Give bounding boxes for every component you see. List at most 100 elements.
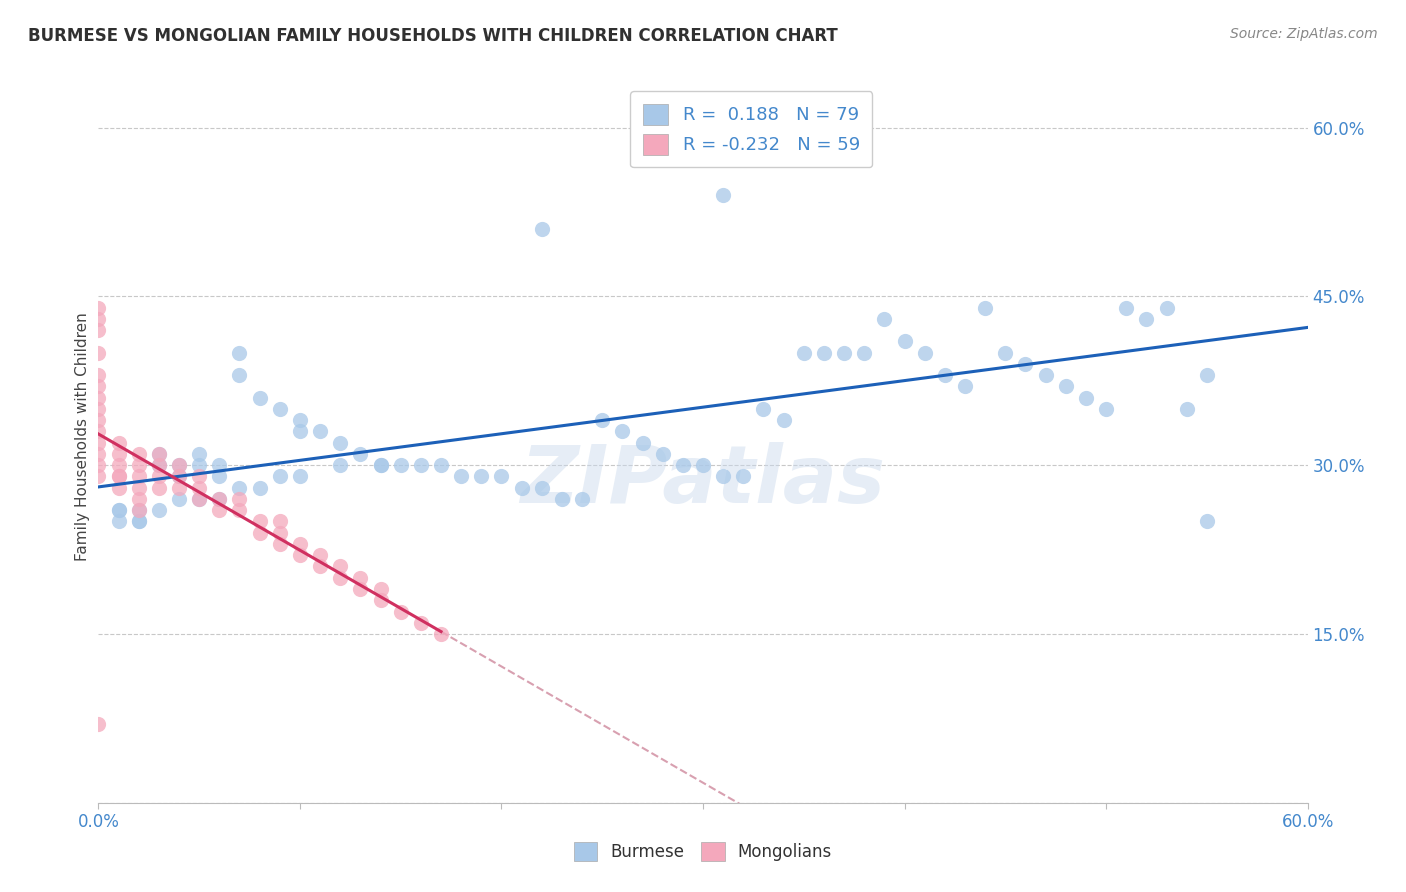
Point	[128, 469, 150, 483]
Point	[128, 481, 150, 495]
Point	[208, 503, 231, 517]
Point	[329, 559, 352, 574]
Point	[128, 503, 150, 517]
Point	[167, 469, 190, 483]
Point	[148, 503, 170, 517]
Point	[1014, 357, 1036, 371]
Point	[711, 188, 734, 202]
Point	[370, 458, 392, 473]
Point	[914, 345, 936, 359]
Point	[953, 379, 976, 393]
Point	[128, 515, 150, 529]
Point	[994, 345, 1017, 359]
Point	[591, 413, 613, 427]
Point	[148, 458, 170, 473]
Point	[530, 222, 553, 236]
Point	[87, 368, 110, 383]
Point	[551, 491, 574, 506]
Point	[631, 435, 654, 450]
Point	[409, 615, 432, 630]
Point	[711, 469, 734, 483]
Point	[148, 447, 170, 461]
Point	[128, 458, 150, 473]
Point	[148, 469, 170, 483]
Point	[188, 469, 211, 483]
Point	[288, 413, 311, 427]
Point	[733, 469, 755, 483]
Point	[288, 548, 311, 562]
Point	[269, 401, 291, 416]
Point	[612, 425, 634, 439]
Point	[128, 503, 150, 517]
Point	[430, 458, 453, 473]
Point	[853, 98, 876, 112]
Point	[1054, 379, 1077, 393]
Point	[107, 469, 129, 483]
Point	[1175, 401, 1198, 416]
Point	[87, 447, 110, 461]
Point	[309, 548, 332, 562]
Point	[288, 537, 311, 551]
Point	[349, 571, 371, 585]
Point	[107, 515, 129, 529]
Point	[1195, 368, 1218, 383]
Point	[87, 323, 110, 337]
Point	[87, 401, 110, 416]
Text: ZIPatlas: ZIPatlas	[520, 442, 886, 520]
Point	[128, 447, 150, 461]
Point	[87, 458, 110, 473]
Point	[1195, 515, 1218, 529]
Point	[1074, 391, 1097, 405]
Point	[87, 435, 110, 450]
Point	[228, 481, 250, 495]
Point	[269, 469, 291, 483]
Point	[269, 515, 291, 529]
Point	[208, 491, 231, 506]
Point	[269, 537, 291, 551]
Point	[893, 334, 915, 349]
Point	[349, 447, 371, 461]
Point	[228, 368, 250, 383]
Point	[370, 582, 392, 596]
Point	[188, 491, 211, 506]
Point	[228, 491, 250, 506]
Point	[1156, 301, 1178, 315]
Point	[329, 435, 352, 450]
Point	[530, 481, 553, 495]
Point	[249, 391, 271, 405]
Point	[107, 481, 129, 495]
Point	[793, 345, 815, 359]
Point	[148, 481, 170, 495]
Point	[107, 503, 129, 517]
Point	[249, 481, 271, 495]
Point	[228, 345, 250, 359]
Legend: Burmese, Mongolians: Burmese, Mongolians	[567, 835, 839, 868]
Point	[188, 491, 211, 506]
Point	[288, 469, 311, 483]
Point	[128, 515, 150, 529]
Point	[228, 503, 250, 517]
Point	[87, 425, 110, 439]
Point	[309, 559, 332, 574]
Point	[167, 458, 190, 473]
Point	[430, 627, 453, 641]
Point	[249, 515, 271, 529]
Point	[107, 435, 129, 450]
Point	[1115, 301, 1137, 315]
Point	[167, 458, 190, 473]
Point	[752, 401, 775, 416]
Point	[128, 491, 150, 506]
Point	[249, 525, 271, 540]
Point	[571, 491, 593, 506]
Point	[269, 525, 291, 540]
Point	[470, 469, 492, 483]
Point	[1095, 401, 1118, 416]
Point	[309, 425, 332, 439]
Text: Source: ZipAtlas.com: Source: ZipAtlas.com	[1230, 27, 1378, 41]
Point	[87, 301, 110, 315]
Point	[329, 458, 352, 473]
Point	[87, 413, 110, 427]
Point	[389, 458, 412, 473]
Point	[87, 717, 110, 731]
Point	[409, 458, 432, 473]
